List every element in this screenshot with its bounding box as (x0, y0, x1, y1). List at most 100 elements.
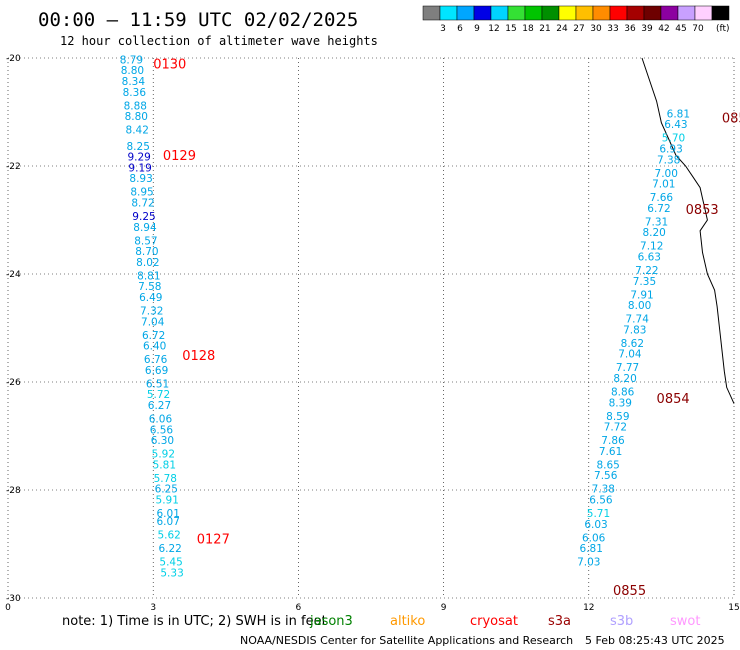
x-tick-label: 12 (583, 603, 594, 613)
time-label: 0127 (197, 533, 230, 548)
footer-generated: 5 Feb 08:25:43 UTC 2025 (585, 634, 725, 647)
wave-height-label: 7.31 (645, 216, 668, 228)
wave-height-label: 8.20 (613, 373, 636, 385)
colorbar-unit: (ft) (716, 24, 730, 34)
wave-height-label: 6.56 (589, 495, 613, 507)
wave-height-label: 6.81 (580, 543, 603, 555)
wave-height-label: 7.61 (599, 446, 622, 458)
wave-height-label: 6.93 (659, 144, 682, 156)
colorbar-label: 15 (505, 24, 516, 34)
colorbar-swatch (456, 5, 475, 21)
colorbar-label: 21 (539, 24, 550, 34)
colorbar-swatch (558, 5, 577, 21)
wave-height-label: 8.02 (136, 257, 159, 269)
wave-height-label: 5.72 (147, 389, 170, 401)
colorbar-label: 3 (440, 24, 446, 34)
wave-height-label: 7.66 (650, 192, 674, 204)
satellite-legend-item: swot (670, 614, 700, 629)
x-tick-label: 15 (728, 603, 739, 613)
satellite-legend-item: cryosat (470, 614, 518, 629)
wave-height-label: 7.86 (601, 435, 625, 447)
wave-height-label: 6.72 (647, 203, 670, 215)
wave-height-label: 8.25 (127, 141, 150, 153)
colorbar-swatch (575, 5, 594, 21)
colorbar-label: 6 (457, 24, 463, 34)
wave-height-label: 8.93 (129, 173, 152, 185)
colorbar-swatch (660, 5, 679, 21)
wave-height-label: 8.70 (135, 246, 158, 258)
wave-height-label: 5.71 (587, 508, 610, 520)
colorbar-label: 45 (675, 24, 686, 34)
colorbar-swatch (609, 5, 628, 21)
wave-height-label: 6.76 (144, 354, 168, 366)
wave-height-label: 6.51 (146, 378, 169, 390)
wave-height-label: 8.36 (123, 87, 147, 99)
satellite-legend-item: jason3 (309, 614, 353, 629)
wave-height-label: 6.30 (151, 435, 174, 447)
wave-height-label: 5.92 (152, 449, 175, 461)
gridlines (7, 57, 735, 599)
wave-height-label: 8.81 (137, 270, 160, 282)
colorbar-label: 12 (488, 24, 499, 34)
x-tick-label: 6 (296, 603, 302, 613)
wave-height-label: 6.49 (139, 292, 162, 304)
wave-height-label: 8.39 (609, 397, 632, 409)
colorbar-swatch (643, 5, 662, 21)
wave-height-label: 8.80 (125, 111, 148, 123)
wave-height-label: 7.03 (577, 557, 600, 569)
wave-height-label: 7.32 (140, 306, 163, 318)
wave-height-label: 8.42 (126, 125, 149, 137)
wave-height-label: 8.34 (122, 76, 146, 88)
colorbar-label: 33 (607, 24, 618, 34)
wave-height-label: 8.20 (642, 227, 665, 239)
wave-height-label: 7.91 (630, 289, 653, 301)
colorbar-label: 24 (556, 24, 568, 34)
y-tick-label: -28 (6, 486, 21, 496)
satellite-legend-item: altiko (390, 614, 425, 629)
wave-height-label: 5.91 (156, 495, 179, 507)
wave-height-label: 8.79 (120, 54, 143, 66)
wave-height-label: 8.65 (596, 459, 619, 471)
wave-height-label: 5.62 (157, 530, 180, 542)
wave-height-label: 6.56 (150, 424, 174, 436)
wave-height-label: 7.58 (138, 281, 161, 293)
wave-height-label: 9.29 (127, 152, 150, 164)
time-label: 0854 (657, 392, 690, 407)
wave-height-label: 7.01 (652, 179, 675, 191)
wave-height-label: 8.00 (628, 300, 651, 312)
time-label: 0852 (722, 111, 740, 126)
footer-credit: NOAA/NESDIS Center for Satellite Applica… (240, 634, 573, 647)
colorbar-swatch (507, 5, 526, 21)
wave-height-label: 5.81 (153, 459, 176, 471)
wave-height-label: 7.56 (594, 470, 618, 482)
wave-height-label: 7.38 (657, 154, 680, 166)
wave-height-label: 5.70 (662, 133, 685, 145)
wave-height-label: 6.25 (155, 484, 178, 496)
y-tick-label: -22 (6, 162, 21, 172)
colorbar-label: 18 (522, 24, 534, 34)
chart-title: 00:00 — 11:59 UTC 02/02/2025 (38, 9, 358, 31)
y-tick-label: -24 (6, 270, 21, 280)
colorbar-swatch (626, 5, 645, 21)
y-tick-label: -30 (6, 594, 21, 604)
wave-height-label: 6.27 (148, 400, 171, 412)
colorbar-label: 39 (641, 24, 653, 34)
time-label: 0855 (613, 584, 646, 599)
wave-height-label: 5.33 (160, 567, 183, 579)
wave-height-label: 7.83 (623, 324, 646, 336)
data-marks: 8.798.808.348.368.888.808.428.259.299.19… (120, 54, 740, 599)
chart-subtitle: 12 hour collection of altimeter wave hei… (60, 34, 378, 48)
wave-height-label: 6.06 (149, 414, 173, 426)
wave-height-label: 7.12 (640, 241, 663, 253)
colorbar-label: 42 (658, 24, 669, 34)
wave-height-label: 7.77 (616, 362, 639, 374)
wave-height-label: 7.38 (592, 484, 615, 496)
wave-height-label: 8.59 (606, 411, 629, 423)
colorbar-label: 27 (573, 24, 584, 34)
colorbar-swatch (473, 5, 492, 21)
wave-height-label: 9.25 (132, 211, 155, 223)
wave-height-label: 6.01 (157, 508, 180, 520)
time-label: 0129 (163, 149, 196, 164)
colorbar-swatch (422, 5, 441, 21)
